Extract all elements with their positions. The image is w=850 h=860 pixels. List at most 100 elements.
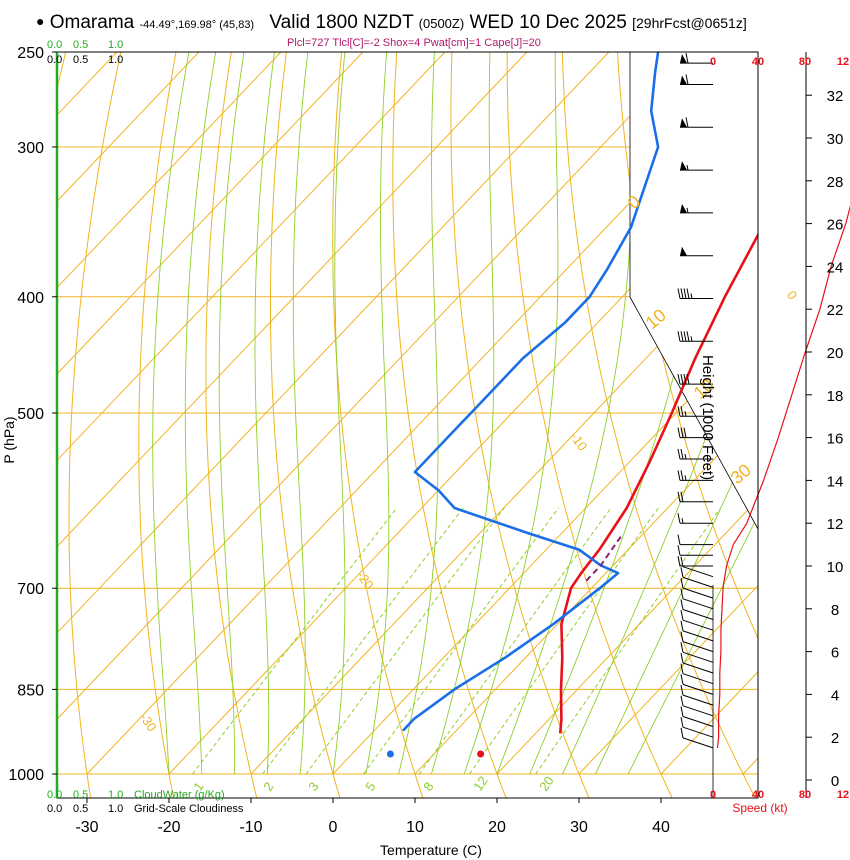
forecast-run: [29hrFcst@0651z] <box>632 15 747 31</box>
wind-barb-flag <box>680 610 684 621</box>
wind-barb <box>680 727 714 749</box>
dry-adiabat-line <box>270 52 341 798</box>
wind-barb-flag <box>677 491 681 502</box>
wind-barb-staff <box>682 705 714 717</box>
wind-barb-pennant <box>680 54 687 64</box>
wind-barb <box>680 556 714 578</box>
mixing-ratio-line <box>363 507 559 775</box>
profiles-layer <box>386 52 758 758</box>
wind-barb <box>677 513 713 524</box>
wind-barb <box>677 545 713 556</box>
wind-barb <box>677 448 713 460</box>
wind-barb <box>680 246 713 257</box>
wind-barb <box>680 117 713 128</box>
wind-barb-pennant <box>680 246 687 256</box>
wind-barb <box>677 406 713 417</box>
wind-speed-tick-top: 80 <box>799 56 811 68</box>
wind-barb-flag <box>680 331 684 342</box>
wind-barb <box>680 567 714 588</box>
isotherm-line <box>250 239 758 775</box>
x-axis-label: Temperature (C) <box>380 842 482 858</box>
cloud-water-tick-bottom: 0.0 <box>47 789 62 801</box>
isotherm-line <box>57 52 282 289</box>
wind-panel <box>677 53 850 798</box>
wind-barb-staff <box>682 641 714 653</box>
moist-adiabat-line <box>594 424 758 775</box>
isotherm-line <box>57 52 692 720</box>
wind-barb-staff <box>682 716 714 727</box>
wind-barb-flag <box>680 288 684 299</box>
grid-layer <box>57 52 758 798</box>
moist-adiabat-line <box>463 52 559 775</box>
dry-adiabat-line <box>392 52 507 798</box>
valid-time: Valid 1800 NZDT <box>269 12 414 33</box>
cloud-cover-tick-top: 0.5 <box>73 54 88 66</box>
wind-speed-tick-top: 40 <box>752 56 764 68</box>
wind-barb-flag <box>683 427 687 438</box>
wind-barb-half-flag <box>681 518 684 524</box>
wind-barb-flag <box>680 448 684 460</box>
wind-barb-half-flag <box>690 336 693 342</box>
wind-barb-flag <box>683 288 687 299</box>
wind-barb-flag <box>680 406 684 417</box>
surface-dewpoint-marker <box>386 750 394 758</box>
mixing-ratio-line <box>305 507 505 775</box>
height-tick-label: 18 <box>827 388 844 405</box>
cloud-water-tick-top: 0.0 <box>47 39 62 51</box>
isotherm-line <box>57 52 200 203</box>
wind-barb-pennant <box>680 118 687 128</box>
wind-barb <box>680 203 713 214</box>
mixing-ratio-line <box>535 507 722 775</box>
height-tick-label: 14 <box>827 473 844 490</box>
dry-adiabat-line <box>506 52 673 798</box>
wind-barb-flag <box>680 663 684 674</box>
wind-speed-tick-bottom: 12 <box>837 789 849 801</box>
wind-barb-flag <box>680 642 684 653</box>
wind-barb <box>680 161 713 171</box>
wind-barb <box>680 642 714 663</box>
wind-barb-flag <box>680 567 684 578</box>
wind-barb <box>677 470 713 481</box>
wind-barb-staff <box>682 683 714 695</box>
y-axis-label: P (hPa) <box>1 416 17 463</box>
height-tick-label: 10 <box>827 559 844 576</box>
wind-barb-flag <box>680 674 684 685</box>
wind-barb-staff <box>682 651 714 663</box>
station-coords: -44.49°,169.98° (45,83) <box>139 19 255 31</box>
height-tick-label: 0 <box>831 773 839 790</box>
cloud-cover-tick-bottom: 0.0 <box>47 803 62 815</box>
wind-barb-flag <box>680 556 684 567</box>
dry-adiabat-line <box>450 52 590 798</box>
forecast-date: WED 10 Dec 2025 <box>469 12 627 33</box>
height-tick-label: 8 <box>831 602 839 619</box>
isotherm-line <box>332 325 758 775</box>
isotherm-label: -30 <box>137 710 160 734</box>
wind-barb-staff <box>682 726 714 738</box>
height-tick-label: 28 <box>827 174 844 191</box>
wind-barb <box>680 578 714 599</box>
wind-barb <box>677 427 713 439</box>
surface-temp-marker <box>477 750 485 758</box>
wind-barb-staff <box>682 673 714 685</box>
axes-layer <box>52 51 812 803</box>
station-name: Omarama <box>49 12 135 33</box>
cloud-water-label: CloudWater (g/Kg) <box>134 789 225 801</box>
height-tick-label: 32 <box>827 88 844 105</box>
dewpoint-line <box>402 52 660 732</box>
dry-adiabat-line <box>332 52 424 798</box>
height-tick-label: 12 <box>827 516 844 533</box>
wind-barb-flag <box>680 427 684 438</box>
wind-barb <box>680 717 714 738</box>
height-tick-label: 16 <box>827 431 844 448</box>
panel-diagonal-line <box>629 296 758 530</box>
cloud-water-tick-bottom: 1.0 <box>108 789 123 801</box>
cloud-water-tick-top: 0.5 <box>73 39 88 51</box>
isotherm-line <box>57 52 528 548</box>
wind-barb-staff <box>682 598 714 610</box>
dry-adiabat-line <box>205 52 258 798</box>
wind-speed-tick-bottom: 0 <box>710 789 716 801</box>
mixing-ratio-label: 12 <box>470 773 491 793</box>
wind-barb-staff <box>682 609 714 620</box>
wind-barb-flag <box>680 695 684 706</box>
